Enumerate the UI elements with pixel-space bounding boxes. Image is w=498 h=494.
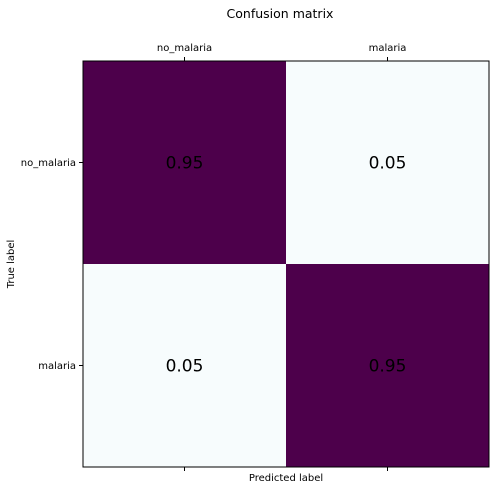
x-tick-label-malaria: malaria — [369, 43, 407, 54]
x-tick-label-no-malaria: no_malaria — [157, 43, 212, 54]
heatmap-cells: 0.95 0.05 0.05 0.95 — [83, 61, 489, 467]
heatmap-cell — [83, 264, 286, 467]
chart-title: Confusion matrix — [227, 6, 334, 21]
cell-value-label: 0.95 — [369, 357, 407, 377]
x-axis-label: Predicted label — [249, 473, 323, 484]
cell-value-label: 0.05 — [369, 154, 407, 174]
heatmap-cell — [83, 61, 286, 264]
plot-frame — [82, 60, 490, 468]
heatmap-cell — [286, 264, 489, 467]
y-tick-label-malaria: malaria — [38, 361, 76, 372]
cell-value-label: 0.95 — [166, 154, 204, 174]
cell-value-label: 0.05 — [166, 357, 204, 377]
y-axis-label: True label — [6, 240, 17, 290]
y-tick-label-no-malaria: no_malaria — [21, 158, 76, 169]
heatmap-cell — [286, 61, 489, 264]
